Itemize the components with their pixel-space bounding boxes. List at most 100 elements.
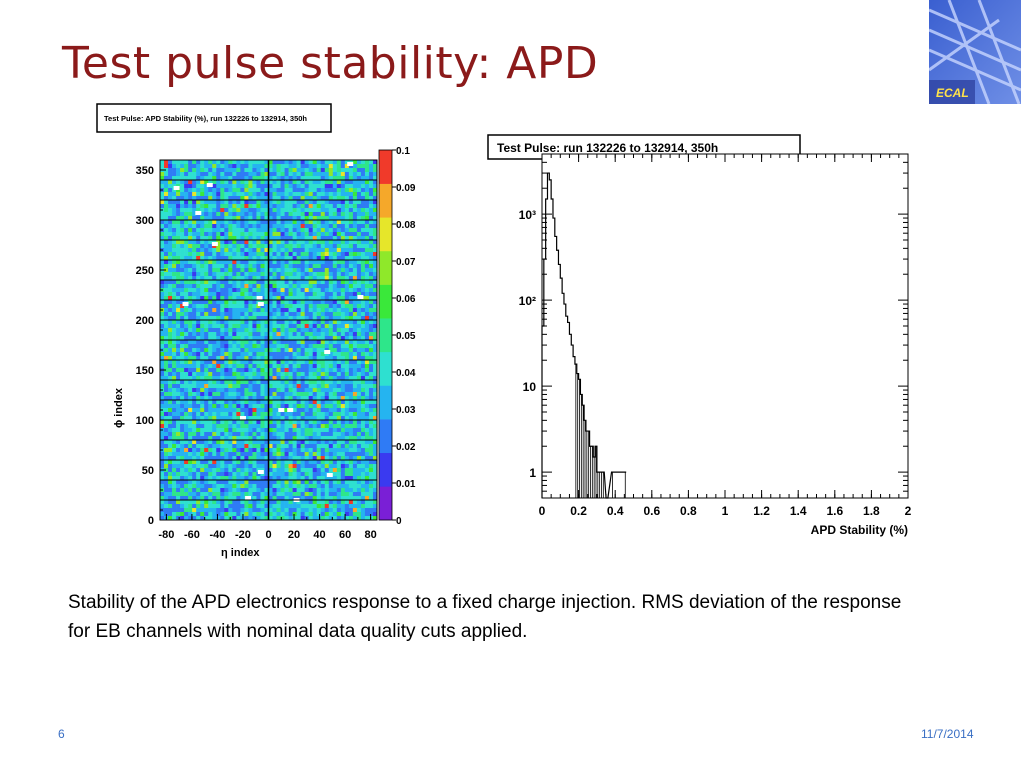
heatmap-cell <box>356 460 362 465</box>
heatmap-cell <box>192 360 197 365</box>
heatmap-cell <box>244 240 249 245</box>
heatmap-cell <box>168 400 173 405</box>
heatmap-cell <box>276 420 281 425</box>
heatmap-cell <box>368 232 374 237</box>
heatmap-cell <box>216 192 221 197</box>
heatmap-cell <box>296 424 301 429</box>
heatmap-cell <box>196 252 201 257</box>
heatmap-cell <box>368 280 374 285</box>
heatmap-cell <box>252 248 257 253</box>
heatmap-cell <box>276 332 281 337</box>
heatmap-cell <box>276 492 281 497</box>
heatmap-cell <box>292 468 297 473</box>
heatmap-cell <box>304 500 309 505</box>
heatmap-cell <box>248 440 253 445</box>
heatmap-cell <box>300 320 305 325</box>
heatmap-cell <box>252 224 257 229</box>
heatmap-cell <box>356 240 362 245</box>
heatmap-cell <box>344 164 350 169</box>
heatmap-cell <box>340 192 346 197</box>
heatmap-cell <box>212 404 217 409</box>
heatmap-cell <box>232 356 237 361</box>
heatmap-cell <box>296 236 301 241</box>
heatmap-cell <box>212 380 217 385</box>
heatmap-cell <box>324 200 330 205</box>
heatmap-cell <box>232 516 237 521</box>
heatmap-cell <box>256 500 261 505</box>
heatmap-cell <box>176 252 181 257</box>
heatmap-cell <box>328 424 334 429</box>
heatmap-cell <box>188 392 193 397</box>
heatmap-cell <box>236 468 241 473</box>
heatmap-cell <box>288 468 293 473</box>
heatmap-cell <box>304 284 309 289</box>
heatmap-cell <box>164 168 169 173</box>
heatmap-cell <box>176 392 181 397</box>
heatmap-cell <box>364 276 370 281</box>
heatmap-cell <box>196 476 201 481</box>
heatmap-cell <box>312 508 318 513</box>
heatmap-cell <box>308 244 314 249</box>
heatmap-cell <box>304 236 309 241</box>
heatmap-cell <box>232 368 237 373</box>
heatmap-cell <box>352 416 358 421</box>
heatmap-cell <box>328 404 334 409</box>
heatmap-cell <box>164 492 169 497</box>
heatmap-cell <box>192 436 197 441</box>
heatmap-cell <box>360 240 366 245</box>
heatmap-cell <box>356 200 362 205</box>
heatmap-cell <box>348 508 354 513</box>
heatmap-cell <box>320 228 326 233</box>
heatmap-cell <box>252 376 257 381</box>
heatmap-cell <box>336 224 342 229</box>
heatmap-cell <box>228 268 233 273</box>
heatmap-cell <box>284 440 289 445</box>
heatmap-cell <box>160 180 165 185</box>
heatmap-cell <box>276 244 281 249</box>
heatmap-cell <box>284 484 289 489</box>
heatmap-cell <box>276 364 281 369</box>
heatmap-cell <box>216 404 221 409</box>
heatmap-cell <box>224 452 229 457</box>
heatmap-cell <box>260 340 265 345</box>
heatmap-cell <box>176 208 181 213</box>
heatmap-cell <box>192 408 197 413</box>
heatmap-cell <box>248 288 253 293</box>
heatmap-cell <box>248 452 253 457</box>
heatmap-cell <box>292 160 297 165</box>
heatmap-cell <box>220 364 225 369</box>
heatmap-cell <box>212 172 217 177</box>
heatmap-cell <box>316 180 322 185</box>
heatmap-cell <box>200 356 205 361</box>
heatmap-cell <box>168 360 173 365</box>
heatmap-cell <box>188 460 193 465</box>
heatmap-cell <box>276 436 281 441</box>
heatmap-cell <box>232 500 237 505</box>
heatmap-cell <box>236 340 241 345</box>
heatmap-cell <box>304 496 309 501</box>
heatmap-cell <box>344 276 350 281</box>
heatmap-cell <box>360 244 366 249</box>
heatmap-cell <box>236 436 241 441</box>
heatmap-cell <box>316 396 322 401</box>
heatmap-cell <box>300 492 305 497</box>
heatmap-cell <box>232 404 237 409</box>
heatmap-cell <box>220 256 225 261</box>
heatmap-cell <box>272 208 277 213</box>
heatmap-x-tick-label: -80 <box>158 529 174 541</box>
heatmap-cell <box>184 512 189 517</box>
heatmap-cell <box>192 308 197 313</box>
heatmap-cell <box>188 292 193 297</box>
heatmap-cell <box>172 488 177 493</box>
heatmap-cell <box>208 228 213 233</box>
heatmap-cell <box>272 428 277 433</box>
heatmap-cell <box>272 436 277 441</box>
heatmap-cell <box>236 296 241 301</box>
heatmap-cell <box>240 340 245 345</box>
heatmap-cell <box>228 256 233 261</box>
heatmap-cell <box>332 380 338 385</box>
heatmap-cell <box>292 276 297 281</box>
heatmap-cell <box>212 200 217 205</box>
heatmap-cell <box>320 220 326 225</box>
heatmap-cell <box>212 224 217 229</box>
